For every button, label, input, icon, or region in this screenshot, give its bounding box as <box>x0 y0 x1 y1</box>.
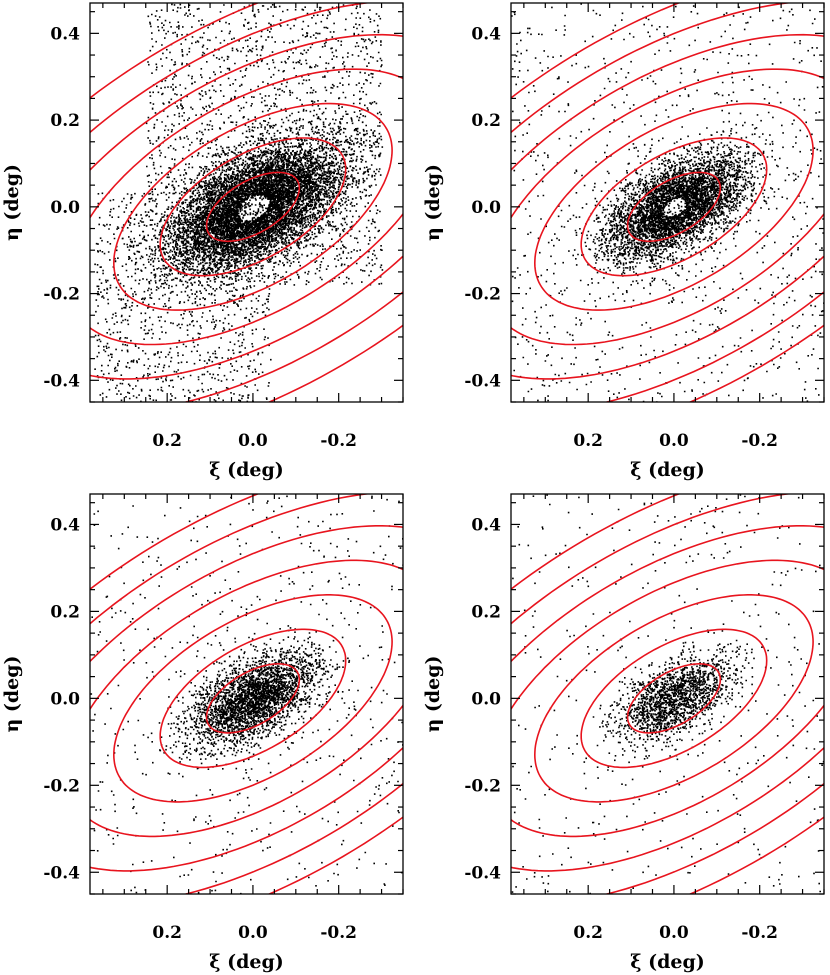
x-tick-label: 0.0 <box>659 923 689 943</box>
contour-6 <box>90 3 403 402</box>
contour-6 <box>511 3 824 402</box>
contours <box>90 494 403 894</box>
y-tick-label: 0.4 <box>471 24 501 44</box>
y-tick-label: -0.4 <box>43 371 80 391</box>
x-axis-label: ξ (deg) <box>209 459 284 481</box>
x-axis-label: ξ (deg) <box>630 951 705 973</box>
contours <box>511 494 824 894</box>
y-tick-label: 0.4 <box>50 24 80 44</box>
y-tick-label: 0.4 <box>50 515 80 535</box>
ticks <box>511 494 825 895</box>
y-tick-label: 0.0 <box>50 198 80 218</box>
contour-4 <box>511 68 824 346</box>
y-tick-label: 0.2 <box>471 602 501 622</box>
x-axis-label: ξ (deg) <box>209 951 284 973</box>
panel-bottom-right: 0.2 0.0 -0.2 0.4 0.2 0.0 -0.2 -0.4 ξ (deg) η (deg… <box>422 493 825 973</box>
contour-1 <box>205 663 301 734</box>
contour-2 <box>159 137 347 277</box>
panel-top-left: 0.2 0.0 -0.2 0.4 0.2 0.0 -0.2 -0.4 ξ (deg) η (deg… <box>1 2 404 481</box>
y-tick-label: 0.0 <box>50 689 80 709</box>
contour-4 <box>90 68 403 346</box>
contour-6 <box>90 494 403 894</box>
star-point-cloud <box>94 3 384 402</box>
x-tick-label: 0.2 <box>573 923 603 943</box>
panel-top-right: 0.2 0.0 -0.2 0.4 0.2 0.0 -0.2 -0.4 ξ (deg) η (deg… <box>422 2 825 481</box>
x-tick-label: 0.2 <box>573 431 603 451</box>
y-tick-label: -0.4 <box>43 863 80 883</box>
y-tick-label: 0.0 <box>471 689 501 709</box>
y-tick-label: -0.2 <box>43 285 80 305</box>
y-tick-label: -0.4 <box>464 371 501 391</box>
x-tick-label: -0.2 <box>741 431 778 451</box>
x-tick-label: -0.2 <box>320 431 357 451</box>
y-tick-label: -0.4 <box>464 863 501 883</box>
x-tick-label: 0.2 <box>152 923 182 943</box>
y-tick-label: 0.2 <box>471 111 501 131</box>
x-tick-label: 0.0 <box>238 923 268 943</box>
y-axis-label: η (deg) <box>1 164 23 241</box>
y-tick-label: 0.0 <box>471 198 501 218</box>
axes-frame <box>89 493 404 895</box>
ticks <box>90 494 404 895</box>
contour-3 <box>112 594 393 803</box>
star-points <box>511 494 824 894</box>
star-points <box>90 495 403 894</box>
axes-frame <box>89 2 404 403</box>
axes-frame <box>510 2 825 403</box>
x-axis-label: ξ (deg) <box>630 459 705 481</box>
x-tick-label: 0.0 <box>659 431 689 451</box>
x-tick-label: -0.2 <box>741 923 778 943</box>
contour-2 <box>159 628 347 769</box>
contour-4 <box>90 559 403 838</box>
contour-5 <box>511 33 824 380</box>
y-axis-label: η (deg) <box>1 655 23 732</box>
ticks <box>511 3 825 403</box>
contour-3 <box>533 102 814 311</box>
contour-3 <box>112 102 393 311</box>
contour-5 <box>90 33 403 380</box>
contour-5 <box>511 525 824 872</box>
y-tick-label: -0.2 <box>464 285 501 305</box>
y-tick-label: 0.2 <box>50 111 80 131</box>
contour-4 <box>511 559 824 838</box>
contour-2 <box>580 137 768 277</box>
star-points <box>511 3 824 402</box>
x-tick-label: 0.0 <box>238 431 268 451</box>
y-tick-label: -0.2 <box>464 776 501 796</box>
contour-2 <box>580 628 768 769</box>
contour-3 <box>533 594 814 803</box>
star-point-cloud <box>511 494 824 894</box>
contours <box>511 3 824 402</box>
star-points <box>94 3 384 402</box>
y-axis-label: η (deg) <box>422 655 444 732</box>
y-tick-label: 0.4 <box>471 515 501 535</box>
y-tick-label: 0.2 <box>50 602 80 622</box>
ticks <box>90 3 404 403</box>
star-point-cloud <box>511 3 824 402</box>
x-tick-label: 0.2 <box>152 431 182 451</box>
contour-5 <box>90 525 403 872</box>
contour-1 <box>626 663 722 734</box>
y-tick-label: -0.2 <box>43 776 80 796</box>
panel-bottom-left: 0.2 0.0 -0.2 0.4 0.2 0.0 -0.2 -0.4 ξ (deg) η (deg… <box>1 493 404 973</box>
axes-frame <box>510 493 825 895</box>
contour-6 <box>511 494 824 894</box>
x-tick-label: -0.2 <box>320 923 357 943</box>
contour-1 <box>626 171 722 243</box>
star-point-cloud <box>90 495 403 894</box>
contours <box>90 3 403 402</box>
y-axis-label: η (deg) <box>422 164 444 241</box>
contour-1 <box>205 171 301 243</box>
